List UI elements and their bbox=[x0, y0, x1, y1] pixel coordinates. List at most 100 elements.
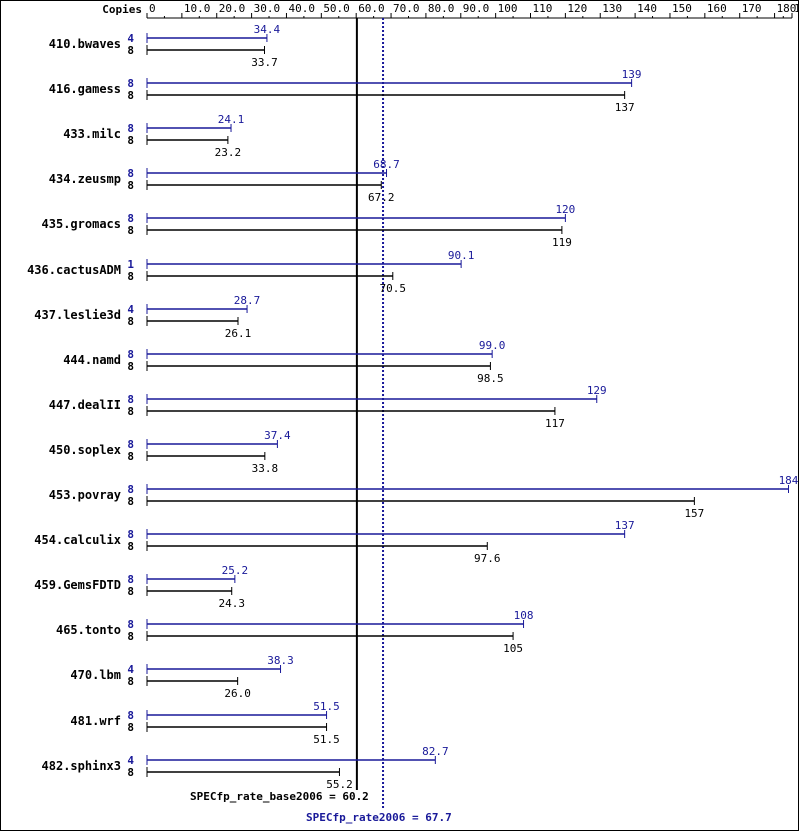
peak-value-label: 34.4 bbox=[254, 23, 281, 36]
benchmark-row: 433.milc 88 24.1 23.2 bbox=[63, 113, 244, 159]
base-copies: 8 bbox=[127, 224, 134, 237]
base-reference-label: SPECfp_rate_base2006 = 60.2 bbox=[190, 790, 369, 803]
peak-reference-label: SPECfp_rate2006 = 67.7 bbox=[306, 811, 452, 824]
benchmark-name: 416.gamess bbox=[49, 82, 121, 96]
base-value-label: 98.5 bbox=[477, 372, 504, 385]
base-value-label: 23.2 bbox=[215, 146, 242, 159]
benchmark-row: 410.bwaves 48 34.4 33.7 bbox=[49, 23, 281, 69]
base-value-label: 33.7 bbox=[251, 56, 278, 69]
base-value-label: 51.5 bbox=[313, 733, 340, 746]
benchmark-row: 459.GemsFDTD 88 25.2 24.3 bbox=[34, 564, 248, 610]
x-tick-label: 100 bbox=[498, 2, 518, 15]
base-copies: 8 bbox=[127, 134, 134, 147]
peak-copies: 4 bbox=[127, 663, 134, 676]
base-value-label: 26.1 bbox=[225, 327, 252, 340]
base-copies: 8 bbox=[127, 360, 134, 373]
peak-value-label: 139 bbox=[622, 68, 642, 81]
base-copies: 8 bbox=[127, 89, 134, 102]
benchmark-name: 434.zeusmp bbox=[49, 172, 121, 186]
peak-value-label: 108 bbox=[514, 609, 534, 622]
x-tick-label: 160 bbox=[707, 2, 727, 15]
base-copies: 8 bbox=[127, 766, 134, 779]
benchmark-row: 453.povray 88 184 157 bbox=[49, 474, 799, 520]
base-copies: 8 bbox=[127, 630, 134, 643]
x-tick-label: 90.0 bbox=[463, 2, 490, 15]
x-tick-label: 110 bbox=[533, 2, 553, 15]
benchmark-row: 444.namd 88 99.0 98.5 bbox=[63, 339, 505, 385]
x-tick-label: 120 bbox=[567, 2, 587, 15]
base-copies: 8 bbox=[127, 405, 134, 418]
base-value-label: 119 bbox=[552, 236, 572, 249]
base-value-label: 55.2 bbox=[326, 778, 353, 791]
benchmark-row: 454.calculix 88 137 97.6 bbox=[34, 519, 634, 565]
benchmark-name: 470.lbm bbox=[70, 668, 121, 682]
peak-value-label: 51.5 bbox=[313, 700, 340, 713]
base-value-label: 117 bbox=[545, 417, 565, 430]
peak-value-label: 99.0 bbox=[479, 339, 506, 352]
benchmark-row: 450.soplex 88 37.4 33.8 bbox=[49, 429, 291, 475]
reference-lines bbox=[355, 18, 385, 810]
peak-value-label: 82.7 bbox=[422, 745, 449, 758]
benchmark-name: 444.namd bbox=[63, 353, 121, 367]
base-value-label: 70.5 bbox=[380, 282, 407, 295]
peak-copies: 8 bbox=[127, 77, 134, 90]
benchmark-row: 434.zeusmp 88 68.7 67.2 bbox=[49, 158, 400, 204]
benchmark-name: 482.sphinx3 bbox=[42, 759, 121, 773]
x-tick-label: 40.0 bbox=[288, 2, 315, 15]
base-value-label: 97.6 bbox=[474, 552, 501, 565]
peak-copies: 8 bbox=[127, 393, 134, 406]
x-tick-label: 185 bbox=[794, 2, 799, 15]
benchmark-name: 453.povray bbox=[49, 488, 121, 502]
base-copies: 8 bbox=[127, 721, 134, 734]
benchmark-name: 435.gromacs bbox=[42, 217, 121, 231]
peak-value-label: 90.1 bbox=[448, 249, 475, 262]
benchmark-row: 416.gamess 88 139 137 bbox=[49, 68, 642, 114]
benchmark-name: 437.leslie3d bbox=[34, 308, 121, 322]
base-value-label: 67.2 bbox=[368, 191, 395, 204]
peak-value-label: 68.7 bbox=[373, 158, 400, 171]
benchmark-name: 436.cactusADM bbox=[27, 263, 121, 277]
benchmark-row: 481.wrf 88 51.5 51.5 bbox=[70, 700, 339, 746]
x-tick-label: 150 bbox=[672, 2, 692, 15]
x-tick-label: 180 bbox=[777, 2, 797, 15]
peak-copies: 4 bbox=[127, 303, 134, 316]
benchmark-name: 447.dealII bbox=[49, 398, 121, 412]
base-value-label: 24.3 bbox=[218, 597, 245, 610]
peak-value-label: 25.2 bbox=[222, 564, 249, 577]
peak-value-label: 28.7 bbox=[234, 294, 261, 307]
benchmark-name: 454.calculix bbox=[34, 533, 121, 547]
x-tick-label: 130 bbox=[602, 2, 622, 15]
peak-copies: 1 bbox=[127, 258, 134, 271]
x-tick-label: 50.0 bbox=[323, 2, 350, 15]
peak-value-label: 24.1 bbox=[218, 113, 245, 126]
peak-value-label: 184 bbox=[779, 474, 799, 487]
peak-copies: 8 bbox=[127, 528, 134, 541]
peak-copies: 4 bbox=[127, 754, 134, 767]
base-value-label: 26.0 bbox=[224, 687, 251, 700]
base-copies: 8 bbox=[127, 179, 134, 192]
x-tick-label: 20.0 bbox=[219, 2, 246, 15]
x-tick-label: 70.0 bbox=[393, 2, 420, 15]
copies-header: Copies bbox=[102, 3, 142, 16]
peak-copies: 8 bbox=[127, 573, 134, 586]
base-copies: 8 bbox=[127, 585, 134, 598]
peak-copies: 8 bbox=[127, 348, 134, 361]
base-value-label: 105 bbox=[503, 642, 523, 655]
benchmark-row: 437.leslie3d 48 28.7 26.1 bbox=[34, 294, 260, 340]
peak-copies: 8 bbox=[127, 212, 134, 225]
x-axis: 0 10.0 20.0 30.0 40.0 50.0 60.0 70.0 80.0 90.0 100… bbox=[146, 2, 799, 19]
base-copies: 8 bbox=[127, 450, 134, 463]
benchmark-row: 470.lbm 48 38.3 26.0 bbox=[70, 654, 293, 700]
benchmark-name: 450.soplex bbox=[49, 443, 121, 457]
benchmark-row: 435.gromacs 88 120 119 bbox=[42, 203, 576, 249]
base-copies: 8 bbox=[127, 540, 134, 553]
base-value-label: 33.8 bbox=[252, 462, 279, 475]
base-copies: 8 bbox=[127, 675, 134, 688]
peak-value-label: 129 bbox=[587, 384, 607, 397]
x-tick-label: 30.0 bbox=[254, 2, 281, 15]
base-copies: 8 bbox=[127, 495, 134, 508]
peak-copies: 8 bbox=[127, 122, 134, 135]
peak-copies: 8 bbox=[127, 618, 134, 631]
